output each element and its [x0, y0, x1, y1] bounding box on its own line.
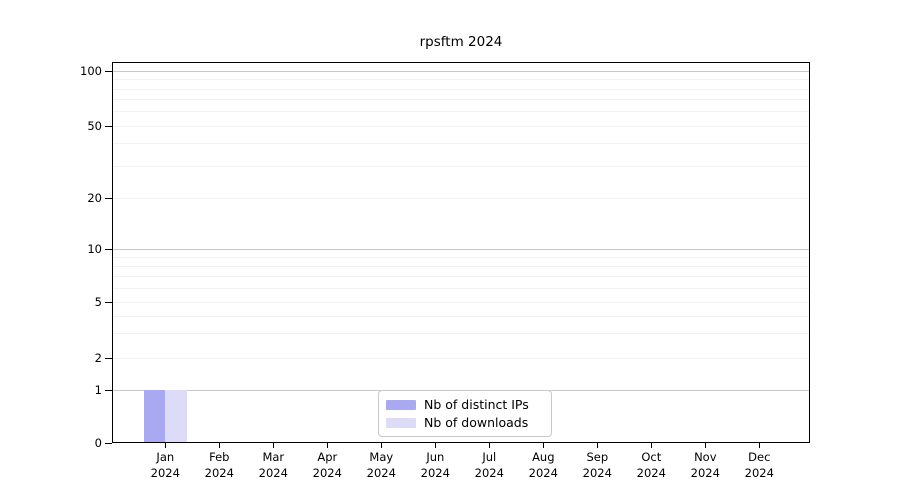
y-tick-label: 10 — [87, 242, 102, 256]
y-tick-mark — [105, 71, 112, 73]
x-tick-mark — [381, 443, 383, 448]
x-tick-label: Jan 2024 — [138, 450, 192, 481]
x-tick-label: Jul 2024 — [462, 450, 516, 481]
y-tick-label: 100 — [80, 64, 102, 78]
x-tick-label-year: 2024 — [474, 465, 504, 480]
y-tick-label: 5 — [94, 295, 102, 309]
y-gridline — [113, 79, 809, 81]
x-tick-label-year: 2024 — [258, 465, 288, 480]
bar-downloads — [165, 390, 187, 442]
x-tick-label-year: 2024 — [528, 465, 558, 480]
y-tick-mark — [105, 198, 112, 200]
x-tick-mark — [273, 443, 275, 448]
y-tick-label: 2 — [94, 351, 102, 365]
y-tick-mark — [105, 125, 112, 127]
bar-distinct-ips — [143, 390, 166, 442]
legend-swatch-downloads-icon — [386, 417, 416, 428]
x-tick-label: Jun 2024 — [408, 450, 462, 481]
y-tick-mark — [105, 249, 112, 251]
y-gridline — [113, 257, 809, 259]
legend-label-distinct-ips: Nb of distinct IPs — [424, 397, 529, 412]
y-gridline — [113, 266, 809, 268]
x-tick-label: Mar 2024 — [246, 450, 300, 481]
y-gridline — [113, 125, 809, 127]
x-tick-mark — [327, 443, 329, 448]
y-gridline — [113, 99, 809, 100]
y-tick-label: 50 — [87, 118, 102, 133]
x-tick-mark — [165, 443, 167, 448]
x-tick-label-year: 2024 — [690, 465, 720, 480]
y-gridline — [113, 143, 809, 145]
x-tick-label-year: 2024 — [744, 465, 774, 480]
x-tick-label: Dec 2024 — [732, 450, 786, 481]
y-gridline — [113, 302, 809, 303]
y-gridline — [113, 358, 809, 359]
x-tick-label: May 2024 — [354, 450, 408, 481]
y-gridline — [113, 315, 809, 317]
x-tick-label-year: 2024 — [204, 465, 234, 480]
x-tick-label-year: 2024 — [366, 465, 396, 480]
y-gridline — [113, 198, 809, 199]
x-tick-label: Sep 2024 — [570, 450, 624, 481]
x-tick-label-year: 2024 — [420, 465, 450, 480]
x-tick-mark — [219, 443, 221, 448]
y-gridline — [113, 165, 809, 167]
y-gridline — [113, 288, 809, 290]
legend-label-downloads: Nb of downloads — [424, 415, 529, 430]
y-tick-mark — [105, 358, 112, 360]
x-tick-label-year: 2024 — [636, 465, 666, 480]
x-tick-label: Nov 2024 — [678, 450, 732, 481]
x-tick-mark — [597, 443, 599, 448]
x-tick-label: Feb 2024 — [192, 450, 246, 481]
legend-swatch-distinct-ips-icon — [386, 399, 416, 410]
x-tick-label-year: 2024 — [582, 465, 612, 480]
y-tick-label: 1 — [94, 383, 102, 397]
x-tick-label: Aug 2024 — [516, 450, 570, 481]
x-tick-mark — [489, 443, 491, 448]
x-tick-mark — [759, 443, 761, 448]
y-tick-label: 20 — [87, 191, 102, 205]
y-gridline — [113, 333, 809, 335]
legend-entry-downloads: Nb of downloads — [386, 415, 545, 430]
x-tick-mark — [435, 443, 437, 448]
legend: Nb of distinct IPs Nb of downloads — [378, 390, 552, 437]
y-gridline — [113, 249, 809, 250]
y-tick-mark — [105, 390, 112, 392]
y-gridline — [113, 71, 809, 72]
x-tick-label: Apr 2024 — [300, 450, 354, 481]
x-tick-label-year: 2024 — [150, 465, 180, 480]
x-tick-label-year: 2024 — [312, 465, 342, 480]
plot-area — [112, 62, 810, 443]
x-tick-mark — [543, 443, 545, 448]
chart-title: rpsftm 2024 — [419, 34, 503, 50]
y-tick-mark — [105, 302, 112, 304]
y-tick-mark — [105, 443, 112, 445]
y-gridline — [113, 276, 809, 278]
x-tick-label: Oct 2024 — [624, 450, 678, 481]
y-gridline — [113, 88, 809, 90]
y-tick-label: 0 — [94, 436, 102, 450]
legend-entry-distinct-ips: Nb of distinct IPs — [386, 397, 545, 412]
y-gridline — [113, 111, 809, 113]
x-tick-mark — [651, 443, 653, 448]
x-tick-mark — [705, 443, 707, 448]
